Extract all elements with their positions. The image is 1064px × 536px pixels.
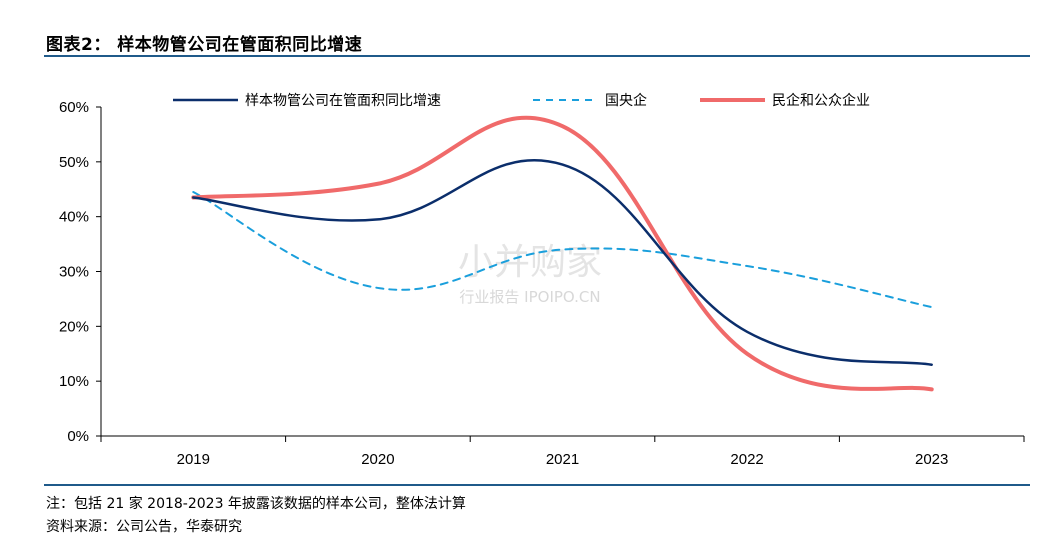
x-tick-label: 2023 [915, 451, 948, 468]
y-tick-label: 0% [67, 428, 89, 445]
watermark: 小并购家 行业报告 IPOIPO.CN [458, 242, 602, 306]
x-tick-label: 2020 [361, 451, 394, 468]
series-line-0 [192, 158, 933, 366]
legend: 样本物管公司在管面积同比增速 国央企 民企和公众企业 [173, 92, 870, 109]
chart-title: 图表2： 样本物管公司在管面积同比增速 [46, 35, 363, 55]
footnote: 注：包括 21 家 2018-2023 年披露该数据的样本公司，整体法计算 [46, 496, 466, 512]
y-tick-label: 10% [59, 373, 89, 390]
y-tick-label: 30% [59, 264, 89, 281]
x-tick-label: 2022 [730, 451, 763, 468]
x-tick-label: 2021 [546, 451, 579, 468]
y-tick-label: 20% [59, 318, 89, 335]
watermark-sub: 行业报告 IPOIPO.CN [459, 288, 600, 306]
x-tick-label: 2019 [177, 451, 210, 468]
series-lines [191, 115, 934, 392]
title-divider [44, 55, 1030, 57]
footer-divider [44, 484, 1030, 486]
y-tick-label: 50% [59, 154, 89, 171]
line-chart: 小并购家 行业报告 IPOIPO.CN 0% 10% 20% 30% 40% 50% 60%… [59, 92, 1025, 468]
legend-label-1: 国央企 [605, 92, 647, 109]
series-line-2 [191, 115, 934, 392]
series-line-1 [192, 190, 933, 309]
legend-label-0: 样本物管公司在管面积同比增速 [245, 93, 441, 109]
legend-label-2: 民企和公众企业 [772, 92, 870, 109]
source-note: 资料来源：公司公告，华泰研究 [46, 519, 242, 535]
axes: 0% 10% 20% 30% 40% 50% 60% 2019 2020 2021 2022 2023 [59, 99, 1025, 468]
y-tick-label: 60% [59, 99, 89, 116]
y-tick-label: 40% [59, 209, 89, 226]
